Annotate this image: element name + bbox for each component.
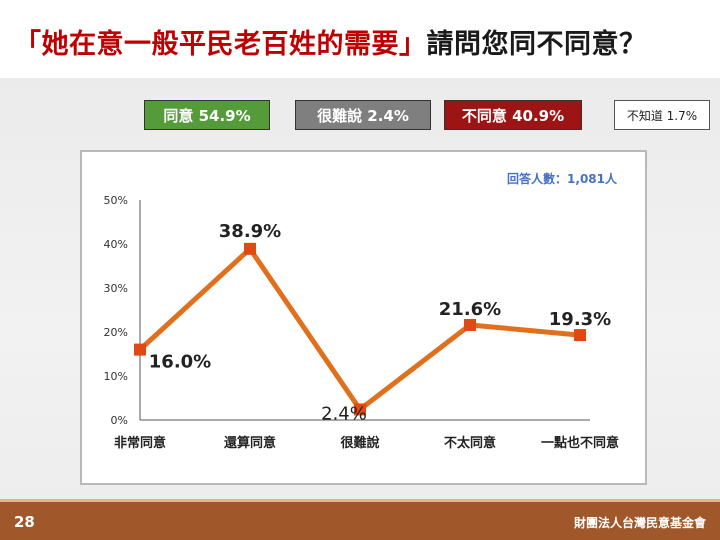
data-point-marker <box>244 242 256 255</box>
data-point-marker <box>354 403 366 416</box>
y-tick-label: 50% <box>104 194 128 207</box>
title-quote: 「她在意一般平民老百姓的需要」 <box>14 29 427 60</box>
slide-title: 「她在意一般平民老百姓的需要」請問您同不同意？ <box>14 22 647 61</box>
y-tick-label: 40% <box>104 238 128 251</box>
y-tick-label: 20% <box>104 326 128 339</box>
data-label: 21.6% <box>439 299 501 320</box>
x-category-label: 很難說 <box>340 435 379 451</box>
summary-unknown-box: 不知道 1.7% <box>614 100 710 130</box>
data-label: 38.9% <box>219 221 281 242</box>
y-tick-label: 0% <box>111 414 128 427</box>
data-point-marker <box>574 329 586 342</box>
line-chart: 0% 10% 20% 30% 40% 50% 非常同意 還算同意 很難說 不太同意 一點也不同意 16… <box>104 194 619 451</box>
data-point-marker <box>134 343 146 356</box>
chart-frame: 回答人數：1,081人 0% 10% 20% 30% 40% 50% 非常同意 還算同意 很難說… <box>80 150 647 485</box>
x-category-label: 一點也不同意 <box>541 435 619 451</box>
organization-name: 財團法人台灣民意基金會 <box>573 516 706 530</box>
title-bar: 「她在意一般平民老百姓的需要」請問您同不同意？ <box>0 0 720 78</box>
footer-accent-line <box>0 499 720 502</box>
y-tick-label: 30% <box>104 282 128 295</box>
summary-disagree-box: 不同意 40.9% <box>444 100 582 130</box>
x-category-label: 不太同意 <box>444 435 496 451</box>
x-category-label: 還算同意 <box>224 435 276 451</box>
data-label: 2.4% <box>321 403 367 424</box>
page-number: 28 <box>14 513 35 531</box>
series-line <box>138 246 581 412</box>
data-point-marker <box>464 318 476 331</box>
footer-bar: 28 財團法人台灣民意基金會 <box>0 502 720 540</box>
data-label: 19.3% <box>549 309 611 330</box>
summary-hard-to-say-box: 很難說 2.4% <box>295 100 431 130</box>
sample-size-note: 回答人數：1,081人 <box>507 172 617 186</box>
x-category-label: 非常同意 <box>114 435 166 451</box>
title-question: 請問您同不同意？ <box>426 29 647 60</box>
summary-agree-box: 同意 54.9% <box>144 100 270 130</box>
y-tick-label: 10% <box>104 370 128 383</box>
data-label: 16.0% <box>149 352 211 373</box>
